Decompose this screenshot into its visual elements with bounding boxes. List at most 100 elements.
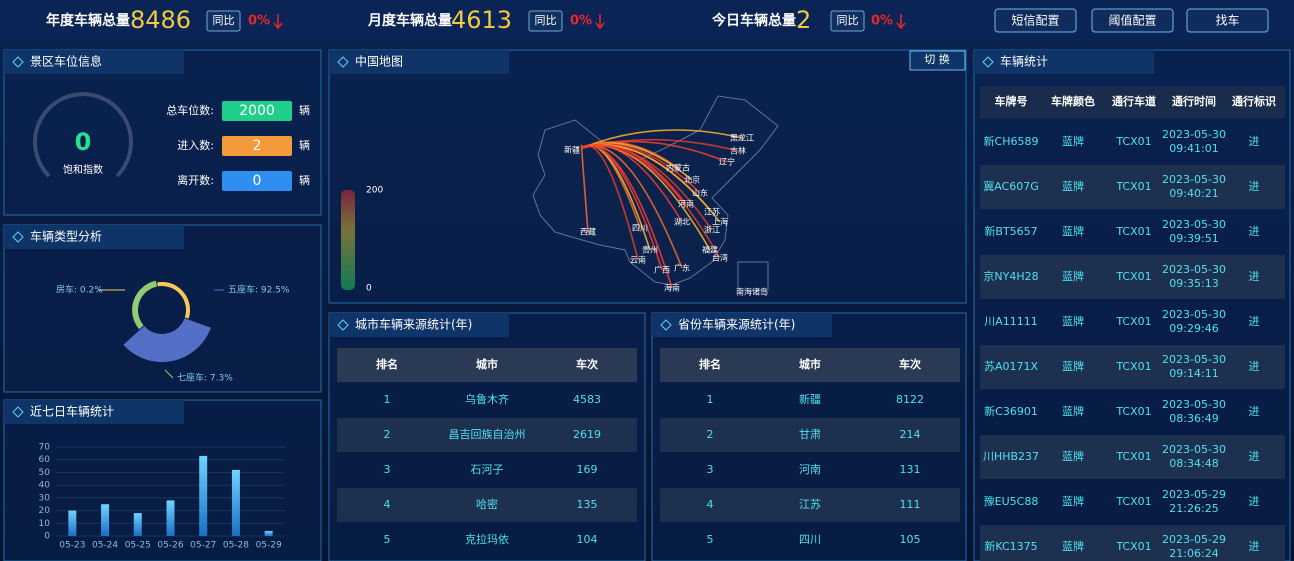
table-cell: 2 <box>707 428 714 441</box>
down-arrow <box>595 14 605 30</box>
pie-label: 七座车: 7.3% <box>177 372 233 384</box>
panel-title: 近七日车辆统计 <box>30 404 114 419</box>
bar <box>231 469 240 536</box>
table-cell: 新C36901 <box>984 404 1038 418</box>
table-cell: 京NY4H28 <box>983 269 1038 283</box>
panel-title-bar <box>652 313 832 337</box>
panel-title-bar <box>329 313 509 337</box>
map-label: 广西 <box>654 265 670 275</box>
parking-label: 离开数: <box>177 173 214 187</box>
down-arrow <box>896 14 906 30</box>
table-cell: 4583 <box>573 393 601 406</box>
bar <box>166 500 175 536</box>
table-cell: 进 <box>1249 135 1260 148</box>
map-label: 湖北 <box>674 218 690 227</box>
table-cell: 进 <box>1249 540 1260 553</box>
table-cell: 哈密 <box>476 497 498 511</box>
panel-title-bar <box>4 50 184 74</box>
table-header: 车牌颜色 <box>1051 94 1095 108</box>
map-label: 新疆 <box>564 145 580 155</box>
table-cell: 5 <box>707 533 714 546</box>
map-label: 西藏 <box>580 227 596 237</box>
yoy-value: 0% <box>248 14 270 29</box>
map-label: 黑龙江 <box>730 133 754 143</box>
table-cell: 2023-05-29 21:26:25 <box>1162 488 1226 515</box>
config-button[interactable] <box>994 8 1077 33</box>
parking-unit: 辆 <box>299 138 310 152</box>
parking-value-box <box>222 136 292 156</box>
map-label: 山东 <box>692 188 708 198</box>
table-cell: 2619 <box>573 428 601 441</box>
y-tick-label: 50 <box>39 468 51 478</box>
panel-title-bar <box>974 50 1154 74</box>
table-cell: 江苏 <box>799 498 821 511</box>
yoy-label: 同比 <box>535 14 557 27</box>
panel <box>973 49 1291 561</box>
table-cell: 河南 <box>799 463 821 476</box>
table-cell: 石河子 <box>471 463 504 476</box>
x-tick-label: 05-24 <box>92 541 118 551</box>
config-button[interactable] <box>1186 8 1269 33</box>
table-cell: TCX01 <box>1115 360 1151 373</box>
panel-title-bar <box>4 400 184 424</box>
label-line <box>164 369 174 379</box>
table-header: 通行标识 <box>1232 94 1276 108</box>
table-cell: 新疆 <box>799 392 821 406</box>
table-cell: 3 <box>707 463 714 476</box>
map-label: 河南 <box>678 199 694 209</box>
table-cell: 蓝牌 <box>1062 404 1084 418</box>
switch-button[interactable] <box>909 50 966 71</box>
y-tick-label: 20 <box>39 506 51 516</box>
stat-value: 2 <box>796 6 811 34</box>
table-header-bg <box>660 348 960 382</box>
table-cell: TCX01 <box>1115 405 1151 418</box>
row-bg <box>337 488 637 522</box>
x-tick-label: 05-27 <box>190 541 216 551</box>
table-cell: 2023-05-30 09:35:13 <box>1162 263 1226 290</box>
table-cell: 2023-05-30 08:34:48 <box>1162 443 1226 470</box>
table-cell: 新CH6589 <box>984 134 1039 148</box>
table-cell: 4 <box>707 498 714 511</box>
table-cell: 8122 <box>896 393 924 406</box>
yoy-box <box>206 10 241 32</box>
y-tick-label: 0 <box>44 532 50 542</box>
config-button[interactable] <box>1091 8 1174 33</box>
map-label: 四川 <box>632 224 648 233</box>
map-label: 福建 <box>702 245 718 255</box>
table-cell: 乌鲁木齐 <box>465 392 509 406</box>
visual-min: 0 <box>366 284 372 294</box>
table-cell: 进 <box>1249 180 1260 193</box>
map-label: 南海诸岛 <box>736 287 768 297</box>
yoy-label: 同比 <box>837 14 859 27</box>
table-cell: 进 <box>1249 270 1260 283</box>
row-bg <box>980 345 1285 389</box>
table-cell: TCX01 <box>1115 495 1151 508</box>
map-label: 内蒙古 <box>666 163 690 173</box>
panel-title-bar <box>329 50 509 74</box>
table-header: 城市 <box>799 357 821 371</box>
table-cell: 苏A0171X <box>984 360 1039 373</box>
x-tick-label: 05-26 <box>157 541 183 551</box>
row-bg <box>337 418 637 452</box>
x-tick-label: 05-23 <box>59 541 85 551</box>
yoy-label: 同比 <box>213 14 235 27</box>
table-cell: 蓝牌 <box>1062 449 1084 463</box>
map-label: 贵州 <box>642 245 658 255</box>
pie-slice <box>132 280 158 330</box>
table-cell: 135 <box>577 498 598 511</box>
parking-value-box <box>222 101 292 121</box>
row-bg <box>980 525 1285 561</box>
panel-title: 景区车位信息 <box>30 54 102 69</box>
x-tick-label: 05-29 <box>256 541 282 551</box>
visual-max: 200 <box>366 186 383 196</box>
yoy-value: 0% <box>570 14 592 29</box>
table-cell: TCX01 <box>1115 450 1151 463</box>
parking-unit: 辆 <box>299 103 310 117</box>
panel-title-icon <box>12 406 24 418</box>
table-cell: 1 <box>384 393 391 406</box>
table-cell: 2 <box>384 428 391 441</box>
table-cell: 冀AC607G <box>983 179 1039 193</box>
table-cell: 进 <box>1249 495 1260 508</box>
table-cell: TCX01 <box>1115 180 1151 193</box>
panel-title-icon <box>12 231 24 243</box>
